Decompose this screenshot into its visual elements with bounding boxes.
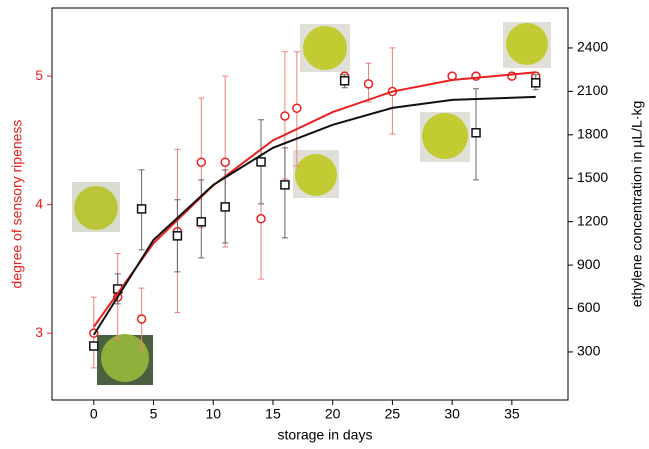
point	[89, 341, 99, 351]
y-axis-label: degree of sensory ripeness	[9, 120, 25, 289]
y2-tick-label: 2400	[577, 39, 608, 55]
plot-frame	[51, 7, 569, 401]
x-tick-label: 15	[265, 406, 281, 422]
apple	[295, 154, 337, 196]
apple	[101, 334, 149, 382]
x-tick-label: 30	[444, 406, 460, 422]
y2-tick-label: 2100	[577, 82, 608, 98]
x-tick-label: 25	[385, 406, 401, 422]
y2-tick-label: 1800	[577, 126, 608, 142]
y2-axis-label: ethylene concentration in µL/L·kg	[629, 101, 645, 308]
apple	[303, 26, 347, 70]
fit-line	[92, 71, 536, 328]
point	[196, 157, 207, 167]
y2-tick-label: 600	[577, 299, 601, 315]
apple	[506, 23, 548, 65]
apple	[422, 113, 468, 159]
point	[471, 128, 481, 138]
apple-photos	[72, 22, 551, 385]
y2-tick-label: 1200	[577, 212, 608, 228]
y-tick-label: 5	[35, 67, 43, 83]
y2-tick-label: 300	[577, 343, 601, 359]
point	[196, 217, 207, 227]
x-tick-label: 35	[504, 406, 520, 422]
apple	[74, 186, 118, 230]
y-tick-label: 4	[35, 195, 43, 211]
y2-tick-label: 1500	[577, 169, 608, 185]
fit-line	[92, 95, 536, 336]
y2-tick-label: 900	[577, 256, 601, 272]
error-bar	[281, 147, 288, 239]
y-tick-label: 3	[35, 324, 43, 340]
point	[220, 202, 230, 212]
point	[136, 314, 147, 324]
x-tick-label: 5	[150, 406, 158, 422]
point	[531, 78, 541, 88]
x-tick-label: 0	[90, 406, 98, 422]
point	[220, 157, 230, 167]
x-tick-label: 20	[325, 406, 341, 422]
point	[256, 157, 266, 167]
x-tick-label: 10	[205, 406, 221, 422]
point	[292, 103, 302, 113]
point	[280, 111, 290, 121]
point	[280, 180, 290, 190]
point	[339, 76, 350, 86]
point	[136, 204, 147, 214]
point	[172, 231, 183, 241]
x-axis-label: storage in days	[278, 427, 373, 443]
point	[256, 214, 266, 224]
point	[363, 79, 374, 89]
